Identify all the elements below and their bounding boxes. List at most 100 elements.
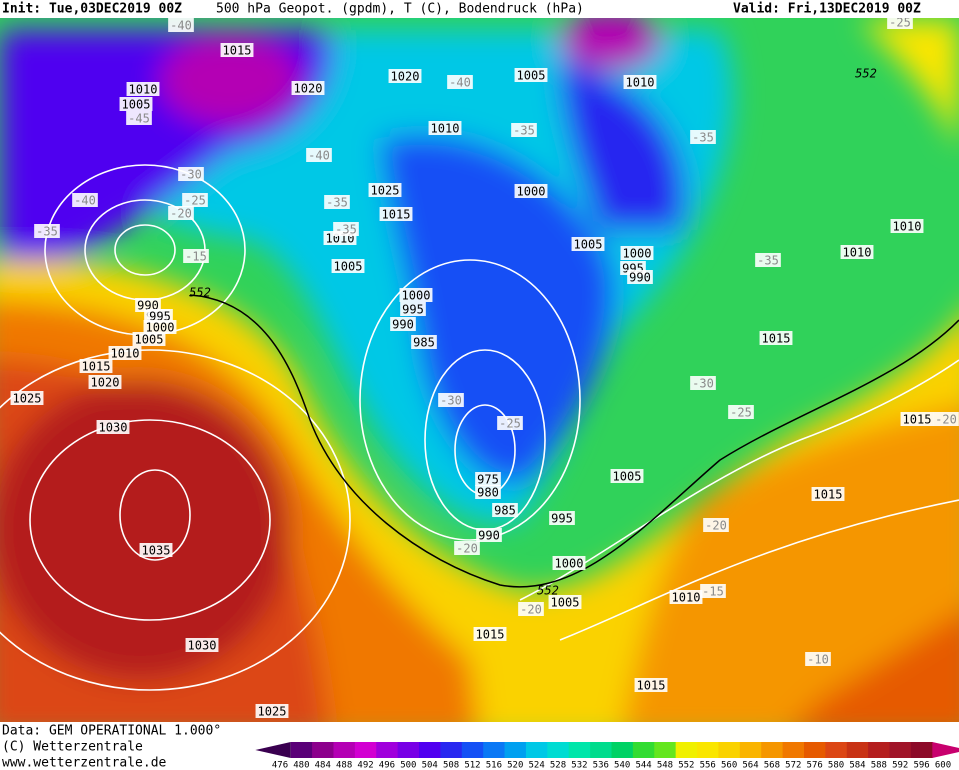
isotherm-label-text: -10 [807,653,829,667]
isotherm-label-box [728,405,754,419]
isobar-label: 1025 [10,391,44,406]
colorbar-label: 536 [593,761,609,770]
colorbar-swatch [354,742,377,758]
isobar-label: 1000 [143,320,177,335]
footer-data: Data: GEM OPERATIONAL 1.000° [2,724,221,739]
isobar-label-text: 1015 [382,208,411,222]
header-valid: Valid: Fri,13DEC2019 00Z [733,2,921,17]
isobar-label: 1015 [759,331,793,346]
isobar-label-text: 1005 [334,260,363,274]
isobar-label: 1010 [126,82,160,97]
isotherm-label: -35 [34,224,60,239]
isobar-label: 1010 [623,75,657,90]
colorbar-swatch [419,742,441,758]
isotherm-label-box [306,148,332,162]
colorbar-label: 524 [529,761,545,770]
isobar-label: 990 [390,317,416,332]
isotherm-label: -30 [438,393,464,408]
isotherm-label-box [690,130,716,144]
isotherm-label-text: -15 [185,250,207,264]
isobar-label: 1025 [255,704,289,719]
colorbar-swatch [440,742,463,758]
colorbar-swatch [397,742,420,758]
isobar-label: 990 [476,528,502,543]
colorbar-label: 500 [400,761,416,770]
isobar-label-text: 1000 [146,321,175,335]
isotherm-label: -40 [168,18,194,33]
colorbar-swatch [910,742,933,758]
header-title: 500 hPa Geopot. (gpdm), T (C), Bodendruc… [216,2,584,17]
isotherm-label: -25 [887,18,913,30]
isobar-label-box [620,246,654,260]
colorbar-label: 540 [614,761,630,770]
colorbar-swatch [868,742,891,758]
isotherm-label-text: -20 [456,542,478,556]
isobar-label-box [492,503,518,517]
isobar-label: 1000 [399,288,433,303]
isobar-label: 1010 [890,219,924,234]
isobar-label-box [811,487,845,501]
isotherm-label: -20 [168,206,194,221]
colorbar: 476 480 484 488 492 496 500 504 508 512 516 520 524 5… [255,742,959,770]
isobar-label-text: 1015 [223,44,252,58]
isotherm-label: -45 [126,111,152,126]
isotherm-label-text: -40 [74,194,96,208]
colorbar-label: 596 [913,761,929,770]
colorbar-swatch [290,742,313,758]
isobar-label-box [669,590,703,604]
isobar-label-text: 1005 [122,98,151,112]
colorbar-swatch [611,742,634,758]
isobar-label-box [185,638,219,652]
colorbar-label: 576 [807,761,823,770]
colorbar-label: 476 [272,761,288,770]
isobar-label-box [255,704,289,718]
isotherm-label-box [805,652,831,666]
colorbar-swatch [483,742,506,758]
colorbar-label: 504 [422,761,438,770]
isobar-label-text: 1005 [574,238,603,252]
isobar-label-box [388,69,422,83]
isobar-label-text: 1000 [623,247,652,261]
isotherm-label: -10 [805,652,831,667]
isobar-label: 1015 [379,207,413,222]
colorbar-swatch [632,742,655,758]
isobar-label-text: 985 [494,504,516,518]
isotherm-label: -15 [183,249,209,264]
isobar-label-box [331,259,365,273]
isobar-label: 1035 [139,543,173,558]
isobar-label-box [291,81,325,95]
isobar-label: 1020 [388,69,422,84]
isotherm-label-box [168,206,194,220]
isobar-label-text: 985 [413,336,435,350]
isobar-label: 995 [400,302,426,317]
colorbar-swatch [697,742,719,758]
isobar-label-text: 1025 [258,705,287,719]
isobar-label: 1000 [620,246,654,261]
isobar-label-text: 1020 [294,82,323,96]
isobar-label-text: 1035 [142,544,171,558]
isotherm-label-box [511,123,537,137]
colorbar-label: 588 [871,761,887,770]
isobar-label: 1005 [548,595,582,610]
isotherm-label-text: -15 [702,585,724,599]
colorbar-swatch [761,742,784,758]
colorbar-swatch [333,742,356,758]
colorbar-label: 560 [721,761,737,770]
isotherm-label-box [34,224,60,238]
colorbar-label: 532 [571,761,587,770]
isotherm-label-text: -30 [692,377,714,391]
isotherm-label-box [690,376,716,390]
colorbar-swatch [718,742,741,758]
isobar-label-text: 1010 [672,591,701,605]
isobar-label-box [390,317,416,331]
isobar-label-text: 1015 [814,488,843,502]
isotherm-label: -40 [306,148,332,163]
isobar-label: 1005 [331,259,365,274]
colorbar-label: 556 [700,761,716,770]
isotherm-label-box [518,602,544,616]
isotherm-label-text: -30 [180,168,202,182]
isobar-label-text: 1010 [129,83,158,97]
isobar-label: 1000 [552,556,586,571]
isotherm-label-box [703,518,729,532]
